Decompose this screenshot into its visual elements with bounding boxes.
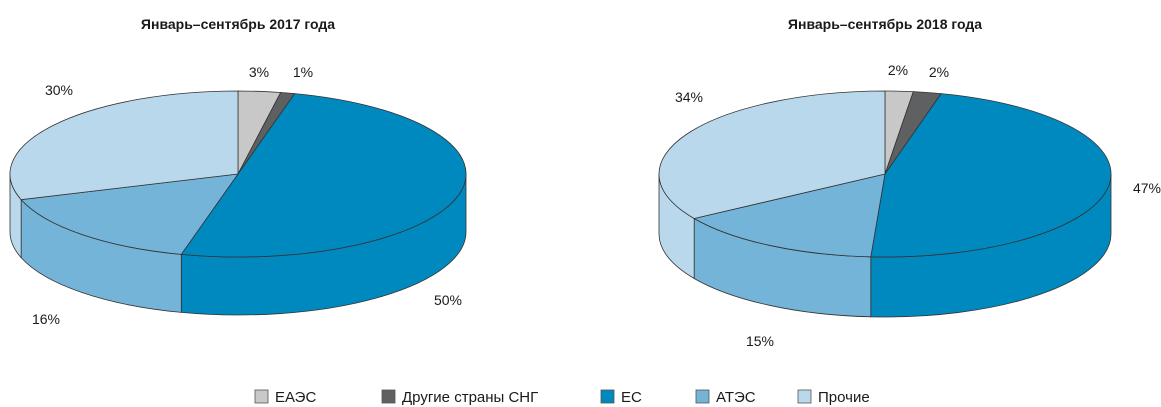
slice-other xyxy=(658,90,886,219)
legend-swatch-other-cis xyxy=(381,389,396,404)
chart-title-2017: Январь–сентябрь 2017 года xyxy=(141,16,335,32)
pie-2017: 3% 1% 50% 16% 30% xyxy=(9,64,467,327)
data-label-other: 34% xyxy=(675,89,703,105)
slice-apec xyxy=(20,173,239,255)
slice-eu xyxy=(870,93,1112,258)
legend: ЕАЭС Другие страны СНГ ЕС АТЭС Прочие xyxy=(254,389,870,406)
legend-swatch-other xyxy=(797,389,812,404)
slice-eu xyxy=(180,93,467,258)
legend-label-other-cis: Другие страны СНГ xyxy=(402,389,538,406)
legend-label-other: Прочие xyxy=(818,389,870,406)
data-label-eu: 47% xyxy=(1133,180,1161,196)
data-label-other-cis: 2% xyxy=(929,64,949,80)
pie-2018: 2% 2% 47% 15% 34% xyxy=(658,62,1161,349)
data-label-eaes: 3% xyxy=(249,64,269,80)
legend-label-apec: АТЭС xyxy=(716,389,756,406)
data-label-apec: 15% xyxy=(746,333,774,349)
slice-other xyxy=(9,90,239,201)
legend-label-eaes: ЕАЭС xyxy=(275,389,316,406)
data-label-other-cis: 1% xyxy=(293,64,313,80)
legend-label-eu: ЕС xyxy=(621,389,642,406)
legend-swatch-eu xyxy=(600,389,615,404)
chart-title-2018: Январь–сентябрь 2018 года xyxy=(788,16,982,32)
legend-swatch-apec xyxy=(695,389,710,404)
data-label-apec: 16% xyxy=(32,311,60,327)
legend-swatch-eaes xyxy=(254,389,269,404)
data-label-eaes: 2% xyxy=(888,62,908,78)
data-label-other: 30% xyxy=(45,82,73,98)
slice-apec xyxy=(693,173,886,258)
data-label-eu: 50% xyxy=(434,292,462,308)
